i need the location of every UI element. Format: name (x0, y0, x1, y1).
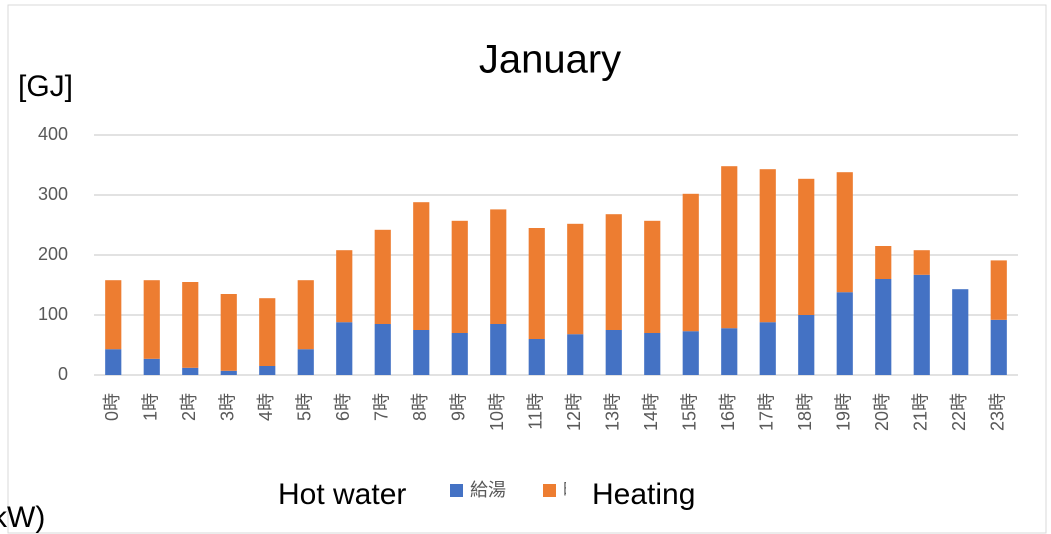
x-tick-label: 6時 (333, 393, 353, 421)
x-tick-label: 14時 (641, 393, 661, 431)
x-tick-label: 20時 (872, 393, 892, 431)
chart-frame (7, 4, 1047, 534)
x-tick-label: 4時 (256, 393, 276, 421)
bar-segment (567, 223, 584, 335)
bar-segment (220, 294, 237, 371)
x-tick-label: 23時 (988, 393, 1008, 431)
bar-segment (721, 166, 738, 329)
bar-segment (798, 315, 815, 375)
bar-segment (836, 172, 853, 293)
bar-segment (875, 246, 892, 279)
bar-segment (567, 334, 584, 375)
bar-segment (182, 282, 199, 368)
bar-segment (682, 331, 699, 375)
bar-segment (528, 339, 545, 375)
chart-title: January (479, 38, 621, 82)
x-tick-label: 5時 (295, 393, 315, 421)
x-tick-label: 12時 (564, 393, 584, 431)
x-tick-label: 19時 (834, 393, 854, 431)
bar-segment (644, 220, 661, 333)
bar-segment (798, 178, 815, 315)
bar-segment (259, 298, 276, 366)
x-tick-label: 17時 (757, 393, 777, 431)
bar-segment (220, 370, 237, 375)
y-axis-label: [GJ] (18, 70, 73, 103)
annotation: Hot water (278, 478, 406, 511)
bar-segment (990, 260, 1007, 320)
bar-segment (682, 193, 699, 332)
bar-segment (451, 333, 468, 375)
bar-segment (490, 324, 507, 375)
bar-segment (952, 289, 969, 375)
annotation: Heating (592, 478, 695, 511)
annotation-backdrop (566, 472, 736, 516)
x-tick-label: 3時 (218, 393, 238, 421)
bar-segment (182, 367, 199, 375)
bar-segment (605, 214, 622, 330)
bar-segment (605, 330, 622, 375)
x-tick-label: 13時 (603, 393, 623, 431)
bar-segment (875, 279, 892, 375)
bar-segment (143, 358, 160, 375)
legend-swatch (543, 484, 556, 497)
legend-label: 給湯 (470, 480, 506, 500)
x-tick-label: 21時 (911, 393, 931, 431)
bar-segment (336, 250, 353, 323)
x-tick-label: 16時 (718, 393, 738, 431)
x-tick-label: 18時 (795, 393, 815, 431)
x-tick-label: 10時 (487, 393, 507, 431)
x-tick-label: 15時 (680, 393, 700, 431)
x-tick-label: 22時 (949, 393, 969, 431)
bar-segment (759, 169, 776, 323)
bar-segment (490, 209, 507, 324)
bar-segment (759, 322, 776, 375)
y-tick-label: 100 (38, 304, 68, 324)
bar-segment (913, 274, 930, 375)
x-tick-label: 9時 (449, 393, 469, 421)
y-tick-label: 300 (38, 184, 68, 204)
bar-segment (143, 280, 160, 359)
bar-segment (374, 229, 391, 324)
bar-segment (913, 250, 930, 275)
bar-segment (721, 328, 738, 375)
bar-segment (990, 319, 1007, 375)
x-tick-label: 0時 (102, 393, 122, 421)
bar-segment (105, 349, 122, 375)
bar-segment (413, 202, 430, 330)
bar-segment (259, 366, 276, 375)
x-tick-label: 11時 (526, 393, 546, 430)
y-tick-label: 0 (58, 364, 68, 384)
x-tick-label: 2時 (179, 393, 199, 421)
bar-segment (451, 220, 468, 333)
bar-segment (374, 324, 391, 375)
bar-segment (297, 349, 314, 375)
y-tick-label: 400 (38, 124, 68, 144)
bar-segment (297, 280, 314, 350)
y-tick-label: 200 (38, 244, 68, 264)
bar-segment (836, 292, 853, 375)
annotation: kW) (0, 501, 45, 534)
x-tick-label: 1時 (141, 393, 161, 421)
x-tick-label: 8時 (410, 393, 430, 421)
bar-segment (105, 280, 122, 350)
bar-segment (644, 333, 661, 375)
bar-segment (336, 322, 353, 375)
bar-segment (413, 330, 430, 375)
x-tick-label: 7時 (372, 393, 392, 421)
legend-swatch (450, 484, 463, 497)
bar-segment (528, 228, 545, 339)
